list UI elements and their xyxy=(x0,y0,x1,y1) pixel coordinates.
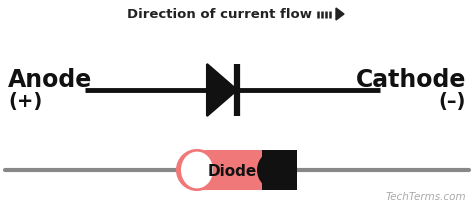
Text: Cathode: Cathode xyxy=(356,68,466,92)
FancyBboxPatch shape xyxy=(197,150,277,190)
Polygon shape xyxy=(207,64,237,116)
Ellipse shape xyxy=(177,150,217,190)
Bar xyxy=(262,150,297,190)
Ellipse shape xyxy=(257,150,297,190)
Text: Anode: Anode xyxy=(8,68,92,92)
Ellipse shape xyxy=(257,150,297,190)
Polygon shape xyxy=(336,8,344,20)
Text: Diode: Diode xyxy=(207,163,256,178)
Ellipse shape xyxy=(181,152,213,188)
Text: TechTerms.com: TechTerms.com xyxy=(385,192,466,202)
Text: Direction of current flow: Direction of current flow xyxy=(128,7,312,21)
Text: (+): (+) xyxy=(8,92,42,111)
Text: (–): (–) xyxy=(438,92,466,111)
